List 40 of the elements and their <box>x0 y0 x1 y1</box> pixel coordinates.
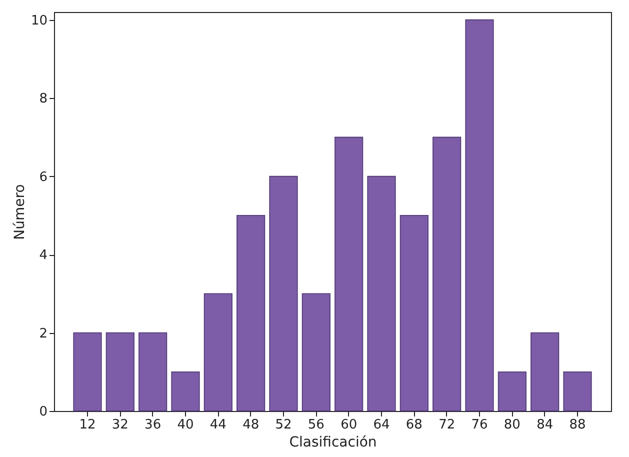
x-tick-label: 64 <box>373 418 390 432</box>
x-tick-label: 84 <box>536 418 554 432</box>
y-tick-label: 4 <box>39 248 48 264</box>
x-tick-label: 48 <box>242 418 260 432</box>
bar <box>563 371 592 412</box>
y-tick-label: 10 <box>30 13 48 28</box>
y-tick-label: 6 <box>39 170 48 185</box>
x-tick-label: 44 <box>210 418 226 432</box>
bar <box>334 136 364 412</box>
y-tick-label: 2 <box>39 326 48 342</box>
x-tick-label: 76 <box>471 418 488 432</box>
y-tick-label: 0 <box>39 404 48 420</box>
bar <box>465 19 494 412</box>
x-tick-label: 68 <box>406 418 422 432</box>
bar <box>73 332 102 412</box>
x-tick-label: 12 <box>79 418 96 432</box>
bar <box>269 176 298 412</box>
bar <box>138 332 168 412</box>
x-tick-label: 56 <box>308 418 324 432</box>
x-tick-label: 88 <box>569 418 586 432</box>
x-tick-label: 52 <box>275 418 292 432</box>
y-axis-title: Número <box>12 184 28 240</box>
bar <box>432 136 462 412</box>
x-tick-label: 72 <box>438 418 456 432</box>
bar <box>302 293 330 412</box>
bar <box>400 215 428 412</box>
bar <box>106 332 134 412</box>
bar <box>236 215 266 412</box>
x-tick-label: 32 <box>112 418 128 432</box>
bar <box>367 176 396 412</box>
x-tick-label: 80 <box>504 418 520 432</box>
x-tick-label: 36 <box>144 418 162 432</box>
bar <box>204 293 232 412</box>
x-axis-title: Clasificación <box>289 434 377 450</box>
x-tick-label: 40 <box>177 418 194 432</box>
bar <box>498 371 526 412</box>
y-tick-label: 8 <box>39 92 48 107</box>
bar <box>530 332 560 412</box>
x-tick-label: 60 <box>340 418 358 432</box>
bar <box>171 371 200 412</box>
